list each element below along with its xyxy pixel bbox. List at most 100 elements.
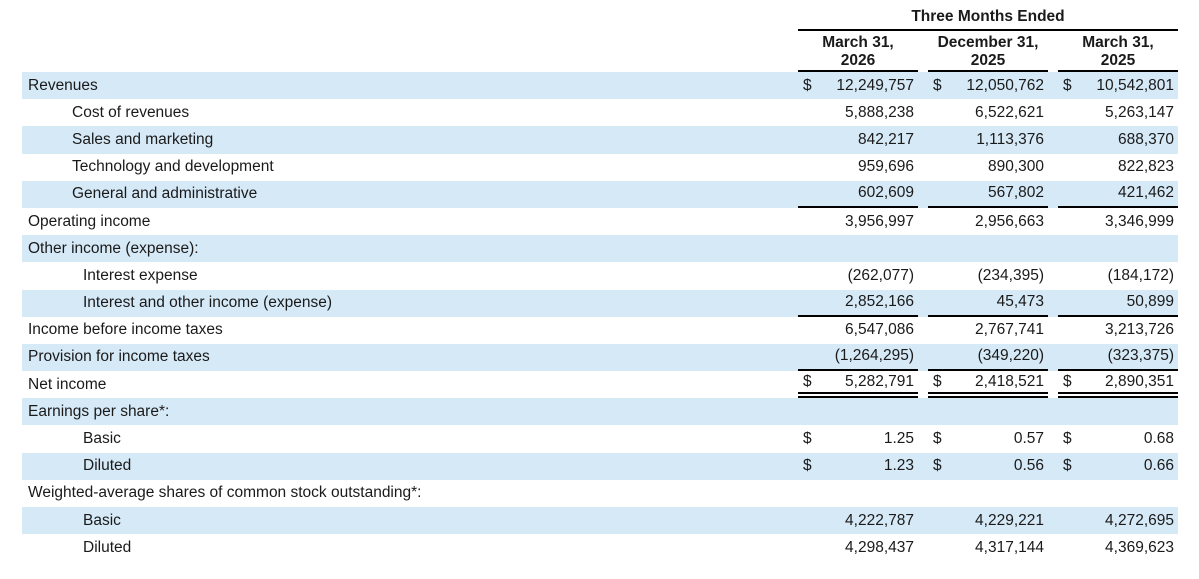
value-cell: 6,522,621	[928, 99, 1048, 126]
value-cell: (262,077)	[798, 262, 918, 289]
value-cell: 1,113,376	[928, 126, 1048, 153]
value-cell	[928, 480, 1048, 507]
value: 4,229,221	[975, 511, 1044, 529]
column-gap	[918, 480, 928, 507]
value-cell: $12,249,757	[798, 72, 918, 99]
value-cell: $2,418,521	[928, 371, 1048, 399]
column-gap	[1048, 290, 1058, 317]
value: (323,375)	[1107, 347, 1174, 365]
value-cell	[1058, 480, 1178, 507]
column-gap	[918, 262, 928, 289]
column-gap	[1048, 99, 1058, 126]
dollar-sign: $	[1063, 372, 1072, 390]
value: 1.23	[883, 457, 914, 475]
value: 12,249,757	[836, 76, 914, 94]
value: 50,899	[1126, 293, 1174, 311]
value-cell: $0.66	[1058, 453, 1178, 480]
value: 959,696	[857, 158, 914, 176]
row-label: Operating income	[28, 212, 151, 230]
value: 3,346,999	[1105, 212, 1174, 230]
row-label: Interest and other income (expense)	[83, 294, 332, 312]
dollar-sign: $	[803, 372, 812, 390]
value-cell	[798, 480, 918, 507]
value: 0.68	[1143, 430, 1174, 448]
value-cell: $10,542,801	[1058, 72, 1178, 99]
value-cell: 4,317,144	[928, 534, 1048, 561]
value-cell: $0.57	[928, 425, 1048, 452]
dollar-sign: $	[1063, 76, 1072, 94]
table-row: Provision for income taxes (1,264,295) (34…	[22, 343, 1178, 372]
value-cell	[798, 235, 918, 262]
value-cell: 567,802	[928, 181, 1048, 208]
value: 4,369,623	[1105, 538, 1174, 556]
value-cell: (349,220)	[928, 344, 1048, 372]
value-cell: 5,263,147	[1058, 99, 1178, 126]
value-cell: 842,217	[798, 126, 918, 153]
dollar-sign: $	[933, 430, 942, 448]
column-gap	[918, 31, 928, 72]
value: 45,473	[996, 293, 1044, 311]
value-cell: 3,346,999	[1058, 208, 1178, 235]
value: 2,418,521	[975, 372, 1044, 390]
value: 842,217	[857, 130, 914, 148]
column-header-row: March 31, 2026 December 31, 2025 March 3…	[22, 31, 1178, 72]
value: 1.25	[883, 430, 914, 448]
value: 3,956,997	[845, 212, 914, 230]
table-row: Basic 4,222,787 4,229,221 4,272,695	[22, 507, 1178, 535]
value: 0.57	[1013, 430, 1044, 448]
value-cell: 4,298,437	[798, 534, 918, 561]
column-gap	[1048, 126, 1058, 153]
value-cell: (1,264,295)	[798, 344, 918, 372]
row-label: Interest expense	[83, 266, 198, 284]
value: 4,272,695	[1105, 511, 1174, 529]
value-cell: 2,767,741	[928, 317, 1048, 344]
value: 822,823	[1117, 158, 1174, 176]
column-gap	[1048, 344, 1058, 371]
value: (262,077)	[847, 266, 914, 284]
value-cell: 3,956,997	[798, 208, 918, 235]
value-cell: 4,369,623	[1058, 534, 1178, 561]
column-gap	[1048, 154, 1058, 181]
table-row: Cost of revenues 5,888,238 6,522,621 5,263,…	[22, 99, 1178, 126]
column-gap	[918, 154, 928, 181]
column-header-march-31-2026: March 31, 2026	[798, 31, 918, 72]
table-row: Earnings per share*:	[22, 398, 1178, 426]
value-cell: 890,300	[928, 154, 1048, 181]
table-row: Operating income 3,956,997 2,956,663 3,346,…	[22, 208, 1178, 235]
value-cell: (184,172)	[1058, 262, 1178, 289]
column-gap	[1048, 371, 1058, 398]
value: 688,370	[1117, 130, 1174, 148]
row-label: Revenues	[28, 76, 98, 94]
table-row: Basic $1.25 $0.57 $0.68	[22, 425, 1178, 452]
value: 10,542,801	[1096, 76, 1174, 94]
table-row: Net income $5,282,791 $2,418,521 $2,890,351	[22, 371, 1178, 399]
value: 2,890,351	[1105, 372, 1174, 390]
value: 6,522,621	[975, 103, 1044, 121]
row-label: Other income (expense):	[28, 239, 199, 257]
table-title: Three Months Ended	[798, 6, 1178, 31]
column-gap	[918, 126, 928, 153]
column-header-spacer	[22, 31, 798, 72]
dollar-sign: $	[933, 76, 942, 94]
table-row: Income before income taxes 6,547,086 2,767…	[22, 317, 1178, 344]
value-cell	[798, 398, 918, 425]
value: 602,609	[857, 184, 914, 202]
column-gap	[918, 398, 928, 425]
column-gap	[1048, 453, 1058, 480]
value-cell: $2,890,351	[1058, 371, 1178, 399]
value: (234,395)	[977, 266, 1044, 284]
table-row: Technology and development 959,696 890,300…	[22, 154, 1178, 181]
dollar-sign: $	[1063, 457, 1072, 475]
value-cell: $12,050,762	[928, 72, 1048, 99]
value-cell: 3,213,726	[1058, 317, 1178, 344]
value-cell: 4,229,221	[928, 507, 1048, 534]
value-cell: $5,282,791	[798, 371, 918, 399]
value-cell: 688,370	[1058, 126, 1178, 153]
value: (349,220)	[977, 347, 1044, 365]
column-gap	[1048, 425, 1058, 452]
row-label: Income before income taxes	[28, 321, 223, 339]
value-cell: 50,899	[1058, 290, 1178, 317]
value-cell: $0.56	[928, 453, 1048, 480]
value: 12,050,762	[966, 76, 1044, 94]
dollar-sign: $	[803, 457, 812, 475]
